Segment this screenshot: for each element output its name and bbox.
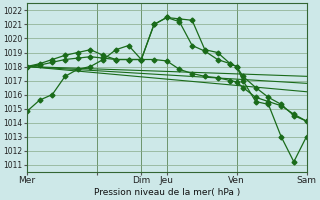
X-axis label: Pression niveau de la mer( hPa ): Pression niveau de la mer( hPa ) — [93, 188, 240, 197]
